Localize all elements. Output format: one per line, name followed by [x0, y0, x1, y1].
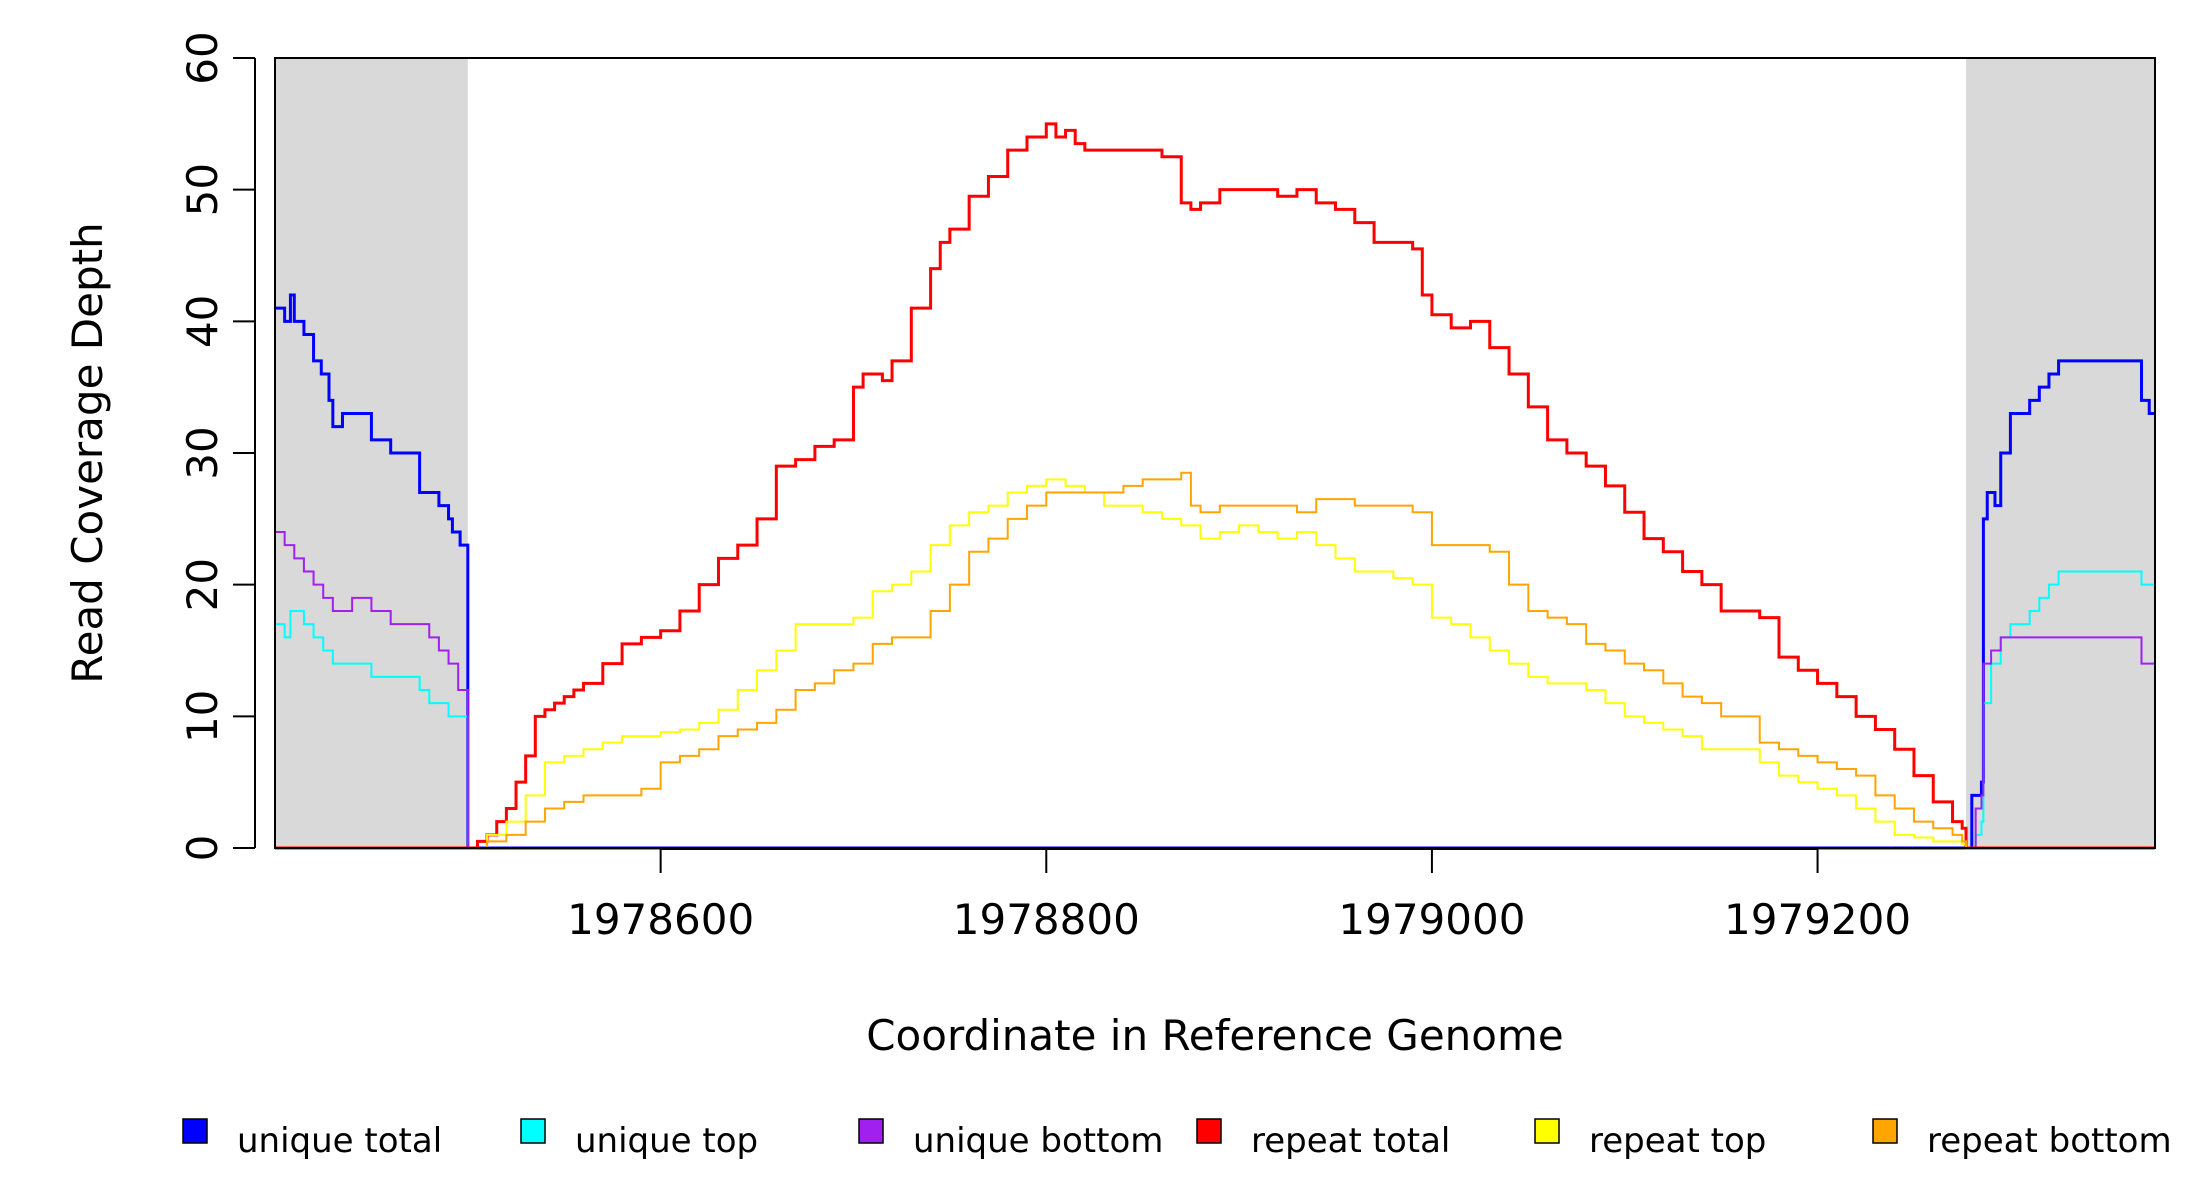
- series-line-repeat-top: [275, 478, 2155, 849]
- y-tick-label: 50: [178, 163, 227, 216]
- y-axis-title: Read Coverage Depth: [63, 222, 112, 683]
- legend-label-repeat-bottom: repeat bottom: [1927, 1121, 2172, 1161]
- series-line-unique-total: [275, 293, 2155, 850]
- x-axis: 1978600 1978800 1979000 1979200: [567, 848, 1911, 944]
- legend-label-unique-top: unique top: [575, 1121, 758, 1161]
- x-tick-label: 1978800: [953, 895, 1140, 944]
- legend-label-unique-total: unique total: [237, 1121, 442, 1161]
- legend-swatch-unique-top: [520, 1118, 546, 1144]
- legend-swatch-repeat-top: [1534, 1118, 1560, 1144]
- series-line-repeat-total: [275, 122, 2155, 850]
- legend-swatch-repeat-total: [1196, 1118, 1222, 1144]
- shaded-region-1: [1966, 58, 2155, 848]
- legend-label-repeat-top: repeat top: [1589, 1121, 1766, 1161]
- shaded-region-0: [275, 58, 468, 848]
- x-tick-label: 1979200: [1724, 895, 1911, 944]
- y-tick-label: 60: [178, 31, 227, 84]
- y-tick-label: 10: [178, 690, 227, 743]
- legend-swatch-unique-total: [182, 1118, 208, 1144]
- shaded-regions: [275, 58, 2155, 848]
- y-tick-label: 20: [178, 558, 227, 611]
- y-tick-label: 40: [178, 295, 227, 348]
- x-tick-label: 1979000: [1338, 895, 1525, 944]
- y-axis: 0 10 20 30 40 50 60: [178, 31, 256, 862]
- legend-swatch-repeat-bottom: [1872, 1118, 1898, 1144]
- legend-label-unique-bottom: unique bottom: [913, 1121, 1163, 1161]
- series-line-unique-top: [275, 570, 2155, 849]
- legend-label-repeat-total: repeat total: [1251, 1121, 1450, 1161]
- legend-swatch-unique-bottom: [858, 1118, 884, 1144]
- series-lines: [275, 122, 2156, 850]
- y-tick-label: 0: [178, 835, 227, 862]
- series-line-repeat-bottom: [275, 471, 2155, 849]
- x-axis-title: Coordinate in Reference Genome: [866, 1011, 1564, 1060]
- plot-frame: [274, 57, 2156, 849]
- y-tick-label: 30: [178, 426, 227, 479]
- legend: unique total unique top unique bottom repea…: [182, 1118, 2172, 1161]
- x-tick-label: 1978600: [567, 895, 754, 944]
- series-line-unique-bottom: [275, 531, 2156, 849]
